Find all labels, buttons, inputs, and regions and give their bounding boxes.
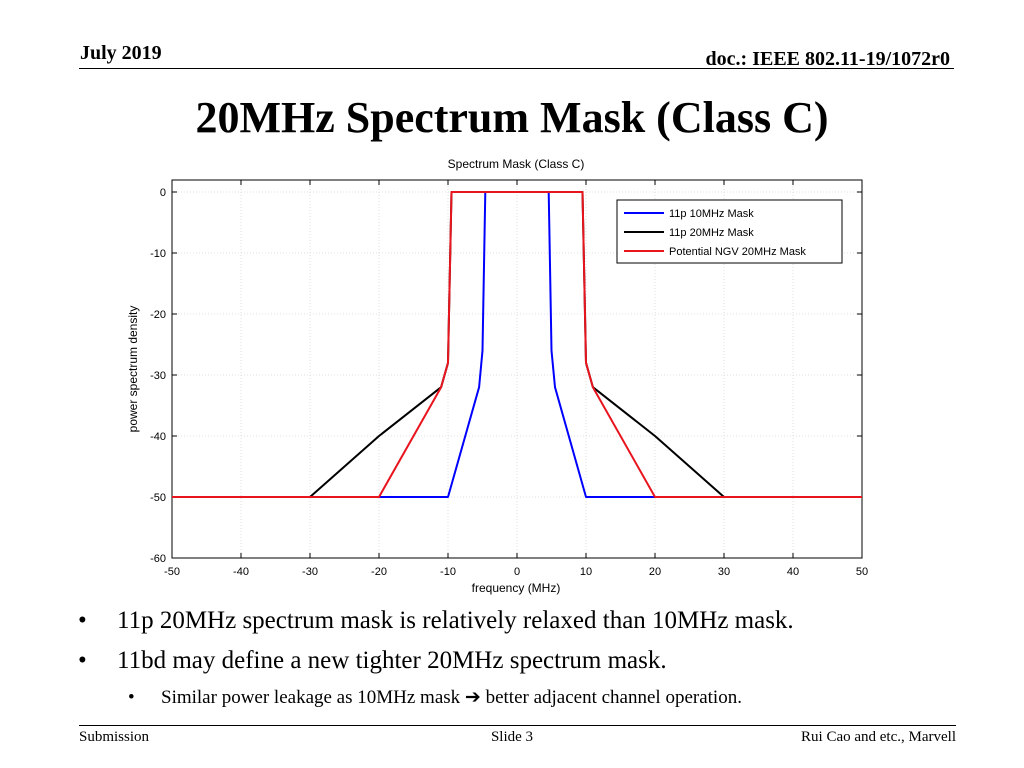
- footer-authors: Rui Cao and etc., Marvell: [801, 729, 956, 745]
- legend-label: 11p 20MHz Mask: [669, 227, 754, 239]
- x-axis-label: frequency (MHz): [472, 581, 561, 595]
- x-tick-label: 30: [718, 566, 730, 578]
- bullet-item: • 11p 20MHz spectrum mask is relatively …: [78, 604, 978, 644]
- bullet-dot: •: [78, 607, 87, 634]
- footer-submission: Submission: [79, 729, 150, 745]
- y-tick-label: -30: [150, 370, 166, 382]
- footer-rule: [79, 725, 956, 726]
- bullet-text: 11bd may define a new tighter 20MHz spec…: [117, 647, 667, 674]
- y-tick-label: -20: [150, 309, 166, 321]
- y-tick-label: -40: [150, 431, 166, 443]
- bullet-item: • 11bd may define a new tighter 20MHz sp…: [78, 644, 978, 684]
- legend-label: Potential NGV 20MHz Mask: [669, 246, 806, 258]
- x-tick-label: -40: [233, 566, 249, 578]
- x-tick-label: 0: [514, 566, 520, 578]
- legend-items: 11p 10MHz Mask 11p 20MHz Mask Potential NG…: [624, 208, 806, 258]
- bullet-dot: •: [78, 647, 87, 674]
- x-tick-label: -30: [302, 566, 318, 578]
- spectrum-mask-chart: -50 -40 -30 -20 -10 0 10 20 30 40 50 0 -10 -20 -30 -40 -…: [126, 157, 868, 595]
- sub-bullet-text: Similar power leakage as 10MHz mask ➔ be…: [161, 687, 742, 708]
- tick-layer: -50 -40 -30 -20 -10 0 10 20 30 40 50 0 -10 -20 -30 -40 -…: [150, 180, 868, 578]
- slide-title: 20MHz Spectrum Mask (Class C): [195, 93, 829, 142]
- footer-slide-number: Slide 3: [490, 729, 534, 745]
- y-tick-label: -10: [150, 248, 166, 260]
- legend-label: 11p 10MHz Mask: [669, 208, 754, 220]
- y-axis-label: power spectrum density: [126, 306, 140, 433]
- x-tick-label: -20: [371, 566, 387, 578]
- y-tick-label: -50: [150, 492, 166, 504]
- x-tick-label: -10: [440, 566, 456, 578]
- chart-title: Spectrum Mask (Class C): [448, 157, 585, 171]
- bullet-text: 11p 20MHz spectrum mask is relatively re…: [117, 607, 794, 634]
- header-date: July 2019: [80, 42, 162, 64]
- bullet-list: • 11p 20MHz spectrum mask is relatively …: [78, 604, 978, 712]
- header-rule: [79, 68, 954, 69]
- x-tick-label: 10: [580, 566, 592, 578]
- y-tick-label: -60: [150, 553, 166, 565]
- header-doc-id: doc.: IEEE 802.11-19/1072r0: [705, 48, 950, 70]
- x-tick-label: 20: [649, 566, 661, 578]
- y-tick-label: 0: [160, 187, 166, 199]
- series-layer: [172, 191, 862, 498]
- sub-bullet-dot: •: [128, 687, 135, 708]
- sub-bullet-item: • Similar power leakage as 10MHz mask ➔ …: [78, 684, 978, 712]
- legend: 11p 10MHz Mask 11p 20MHz Mask Potential NG…: [616, 199, 843, 264]
- x-tick-label: 40: [787, 566, 799, 578]
- series-line-2: [172, 191, 862, 498]
- x-tick-label: -50: [164, 566, 180, 578]
- x-tick-label: 50: [856, 566, 868, 578]
